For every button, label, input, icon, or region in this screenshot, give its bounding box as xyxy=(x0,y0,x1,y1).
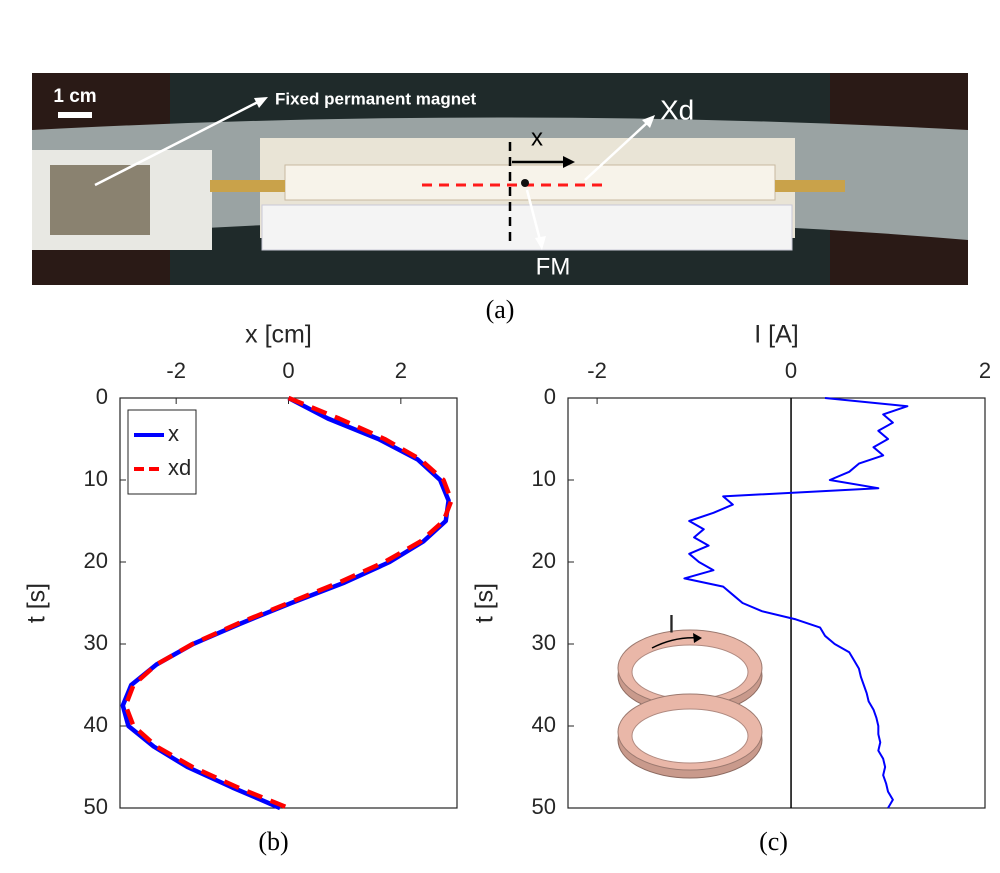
x-tick-label: 0 xyxy=(282,358,294,383)
magnet xyxy=(50,165,150,235)
xd-arrow xyxy=(584,121,649,181)
photo: 1 cm Fixed permanent magnet x Xd FM xyxy=(32,73,968,285)
legend-label: x xyxy=(168,421,179,446)
fm-arrowhead xyxy=(535,236,546,250)
grid-paper xyxy=(261,204,793,251)
y-tick-label: 0 xyxy=(544,384,556,409)
panel-caption: (b) xyxy=(258,827,288,856)
x-tick-label: 2 xyxy=(395,358,407,383)
coil-inset: I xyxy=(617,611,763,779)
caption: (a) xyxy=(486,295,515,324)
scale-bar xyxy=(58,112,92,118)
x-tick-label: -2 xyxy=(166,358,186,383)
x-arrowhead xyxy=(563,156,575,168)
fm-dot xyxy=(521,179,529,187)
panel-caption: (c) xyxy=(759,827,788,856)
x-tick-label: 2 xyxy=(979,358,991,383)
y-tick-label: 30 xyxy=(84,630,108,655)
scale-label: 1 cm xyxy=(53,86,96,107)
xd-arrowhead xyxy=(642,115,655,128)
fm-arrow xyxy=(525,189,542,241)
x-axis-label: I [A] xyxy=(754,321,798,349)
y-tick-label: 10 xyxy=(532,466,556,491)
coil-hole xyxy=(631,644,749,700)
rod-right xyxy=(775,180,845,192)
legend-box xyxy=(127,409,197,495)
series-line xyxy=(683,397,909,809)
fm-label: FM xyxy=(536,253,571,280)
y-tick-label: 10 xyxy=(84,466,108,491)
y-tick-label: 20 xyxy=(532,548,556,573)
series-line xyxy=(123,395,454,811)
inset-label: I xyxy=(668,611,675,639)
tube xyxy=(284,164,776,201)
magnet-arrow xyxy=(94,100,259,187)
y-axis-label: t [s] xyxy=(471,583,499,623)
coil-hole xyxy=(631,708,749,764)
rod-left xyxy=(210,180,285,192)
y-tick-label: 50 xyxy=(84,794,108,819)
x-tick-label: 0 xyxy=(785,358,797,383)
y-tick-label: 0 xyxy=(96,384,108,409)
y-tick-label: 40 xyxy=(84,712,108,737)
y-tick-label: 40 xyxy=(532,712,556,737)
magnet-label: Fixed permanent magnet xyxy=(275,89,477,108)
magnet-arrowhead xyxy=(254,97,268,108)
xd-label: Xd xyxy=(660,94,694,125)
legend-label: xd xyxy=(168,455,191,480)
y-tick-label: 20 xyxy=(84,548,108,573)
y-tick-label: 50 xyxy=(532,794,556,819)
x-tick-label: -2 xyxy=(587,358,607,383)
current-arrowhead xyxy=(693,633,702,643)
x-label: x xyxy=(531,124,543,151)
y-axis-label: t [s] xyxy=(23,583,51,623)
x-axis-label: x [cm] xyxy=(245,321,312,349)
y-tick-label: 30 xyxy=(532,630,556,655)
